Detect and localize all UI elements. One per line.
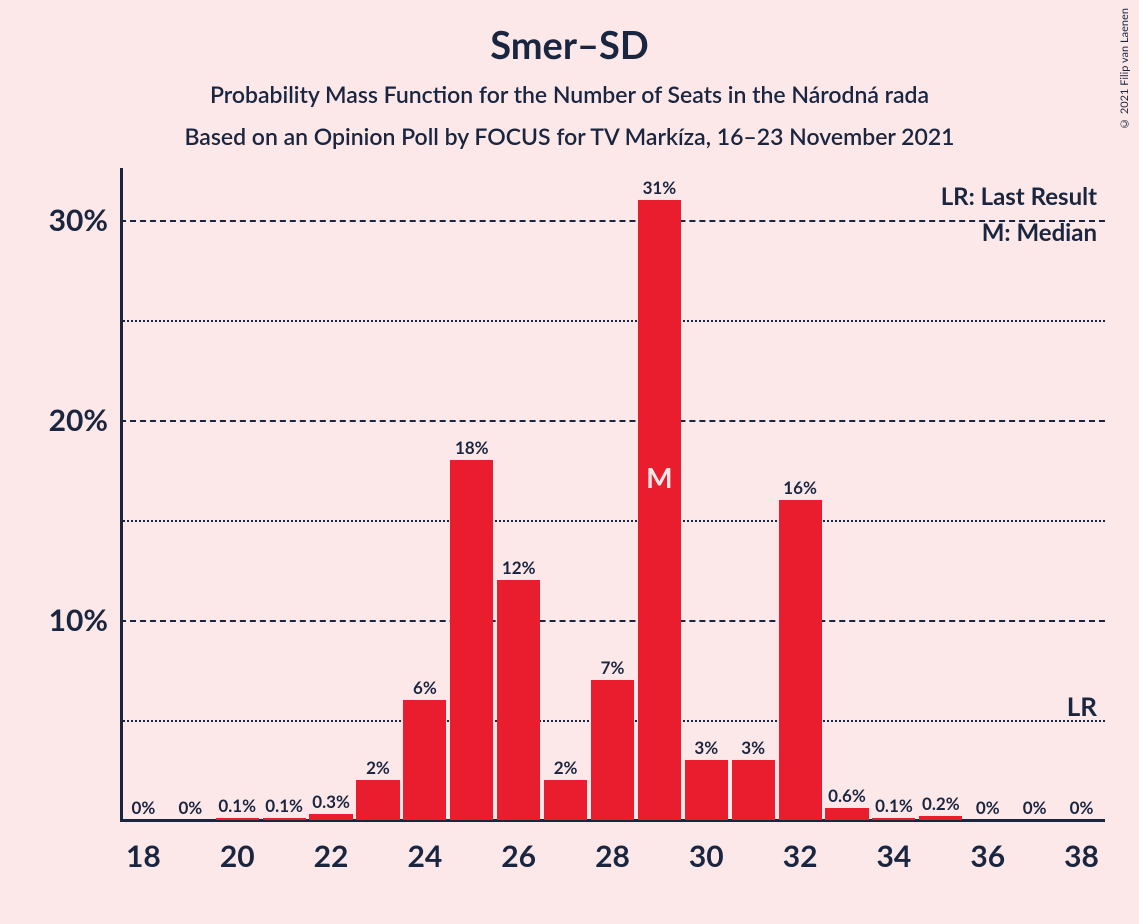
x-axis-tick-label: 24 [395,838,455,874]
x-axis-tick-label: 22 [301,838,361,874]
gridline-major [120,220,1105,222]
bar [450,460,493,820]
bar [872,818,915,820]
x-axis-tick-label: 32 [770,838,830,874]
x-axis-tick-label: 30 [676,838,736,874]
gridline-major [120,620,1105,622]
bar [356,780,399,820]
y-axis-tick-label: 30% [49,202,108,238]
gridline-minor [120,320,1105,322]
bar-value-label: 0.3% [301,791,361,812]
gridline-major [120,420,1105,422]
bar [309,814,352,820]
bar [779,500,822,820]
bar-value-label: 12% [489,557,549,578]
bar-value-label: 3% [723,737,783,758]
bar-value-label: 2% [536,757,596,778]
chart-subtitle-1: Probability Mass Function for the Number… [0,80,1139,108]
bar-value-label: 18% [442,437,502,458]
bar [216,818,259,820]
x-axis-tick-label: 26 [489,838,549,874]
legend-lr: LR: Last Result [941,182,1097,211]
bar [638,200,681,820]
bar-value-label: 16% [770,477,830,498]
bar [825,808,868,820]
bar [591,680,634,820]
x-axis-tick-label: 34 [864,838,924,874]
bar [403,700,446,820]
bar [732,760,775,820]
bar-value-label: 7% [583,657,643,678]
bar-value-label: 6% [395,677,455,698]
x-axis-tick-label: 36 [958,838,1018,874]
chart-subtitle-2: Based on an Opinion Poll by FOCUS for TV… [0,122,1139,150]
x-axis-tick-label: 28 [583,838,643,874]
bar-value-label: 0% [1052,797,1112,818]
y-axis-tick-label: 10% [49,602,108,638]
bar-value-label: 2% [348,757,408,778]
bar [919,816,962,820]
y-axis-line [120,168,123,820]
legend-m: M: Median [982,218,1097,247]
gridline-minor [120,520,1105,522]
median-marker: M [638,460,681,494]
bar [497,580,540,820]
x-axis-tick-label: 18 [113,838,173,874]
bar [263,818,306,820]
x-axis-tick-label: 20 [207,838,267,874]
lr-marker: LR [1067,690,1097,722]
chart-container: © 2021 Filip van Laenen Smer–SD Probabil… [0,0,1139,924]
bar-value-label: 31% [629,177,689,198]
bar [685,760,728,820]
bar [544,780,587,820]
x-axis-tick-label: 38 [1052,838,1112,874]
plot-area: LR: Last ResultM: Median0%0%0.1%0.1%0.3%… [120,180,1105,820]
chart-title: Smer–SD [0,22,1139,68]
y-axis-tick-label: 20% [49,402,108,438]
